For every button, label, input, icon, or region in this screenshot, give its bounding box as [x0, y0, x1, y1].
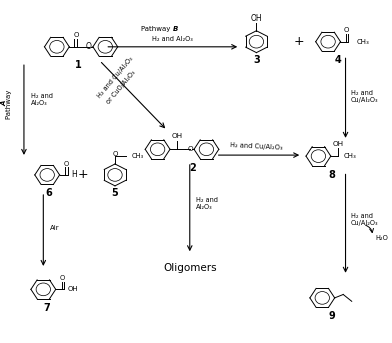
Text: O: O	[60, 275, 65, 281]
Text: CH₃: CH₃	[131, 153, 143, 159]
Text: +: +	[78, 168, 88, 181]
Text: OH: OH	[171, 133, 183, 139]
Text: H₂ and
Cu/Al₂O₃: H₂ and Cu/Al₂O₃	[350, 90, 378, 103]
Text: H₂ and Al₂O₃: H₂ and Al₂O₃	[152, 36, 193, 42]
Text: 3: 3	[253, 55, 260, 65]
Text: H₂ and
Al₂O₃: H₂ and Al₂O₃	[31, 93, 53, 106]
Text: 5: 5	[112, 188, 118, 198]
Text: +: +	[294, 35, 304, 48]
Text: 2: 2	[189, 163, 196, 173]
Text: H₂ and
Al₂O₃: H₂ and Al₂O₃	[196, 198, 218, 211]
Text: A: A	[2, 100, 7, 106]
Text: H₂ and Cu/Al₂O₃: H₂ and Cu/Al₂O₃	[96, 56, 134, 99]
Text: 1: 1	[75, 60, 82, 70]
Text: OH: OH	[67, 286, 78, 292]
Text: Pathway: Pathway	[141, 26, 173, 33]
Text: CH₃: CH₃	[356, 39, 369, 45]
Text: CH₃: CH₃	[344, 153, 356, 159]
Text: 9: 9	[328, 311, 335, 321]
Text: O: O	[64, 161, 69, 167]
Text: H₂O: H₂O	[376, 235, 388, 241]
Text: 4: 4	[334, 55, 341, 65]
Text: or CuO/Al₂O₃: or CuO/Al₂O₃	[105, 69, 136, 105]
Text: Air: Air	[50, 225, 60, 231]
Text: H: H	[71, 170, 77, 179]
Text: O: O	[187, 146, 193, 152]
Text: O: O	[112, 151, 118, 157]
Text: H₂ and
Cu/Al₂O₃: H₂ and Cu/Al₂O₃	[350, 213, 378, 226]
Text: 7: 7	[44, 303, 51, 313]
Text: O: O	[86, 42, 92, 51]
Text: O: O	[73, 32, 78, 38]
Text: H₂ and Cu/Al₂O₃: H₂ and Cu/Al₂O₃	[230, 142, 283, 151]
Text: OH: OH	[332, 141, 343, 147]
Text: 8: 8	[328, 169, 336, 180]
Text: O: O	[344, 27, 349, 33]
Text: OH: OH	[250, 14, 262, 23]
Text: Pathway: Pathway	[6, 87, 12, 119]
Text: Oligomers: Oligomers	[164, 263, 217, 273]
Text: B: B	[173, 26, 178, 33]
Text: 6: 6	[46, 188, 53, 198]
